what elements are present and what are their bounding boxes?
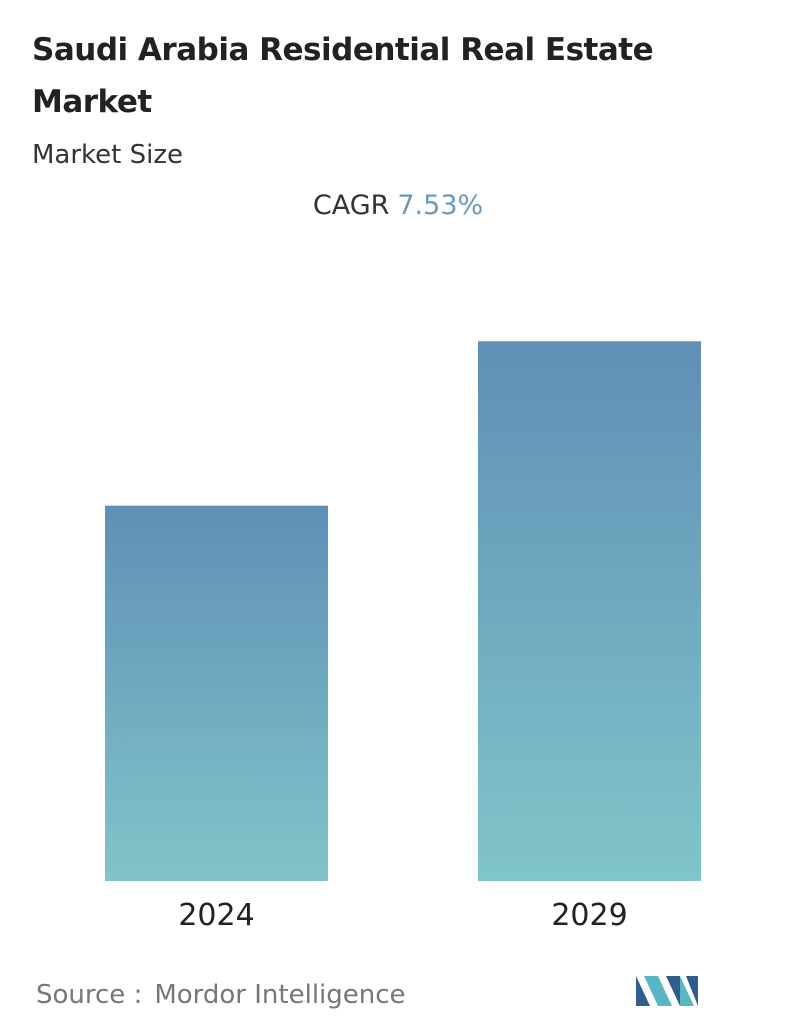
cagr: CAGR 7.53% [0,190,796,221]
bar [104,505,329,881]
source-name: Mordor Intelligence [154,980,406,1010]
source: Source : Mordor Intelligence [36,980,406,1010]
chart-subtitle: Market Size [32,140,184,170]
logo [636,976,698,1006]
x-tick-label: 2029 [551,898,627,933]
x-tick-label: 2024 [178,898,254,933]
bar [477,341,702,882]
cagr-value: 7.53% [397,190,484,221]
cagr-label: CAGR [312,190,390,221]
chart-title: Saudi Arabia Residential Real Estate Mar… [32,32,654,120]
source-label: Source : [36,980,143,1010]
